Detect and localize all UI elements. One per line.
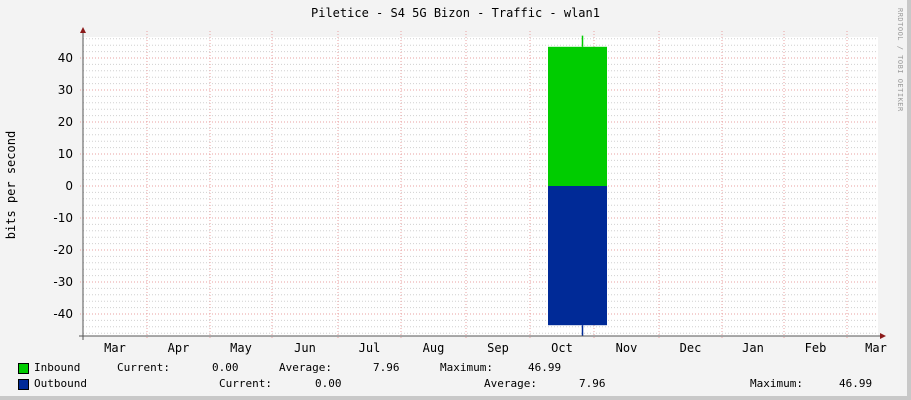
x-tick-label: Sep	[487, 341, 509, 355]
outbound-area	[548, 186, 607, 326]
x-tick-label: Mar	[865, 341, 887, 355]
inbound-current-value: 0.00	[212, 361, 239, 374]
x-tick-label: Nov	[616, 341, 638, 355]
inbound-swatch	[18, 363, 29, 374]
y-tick-label: 0	[65, 179, 73, 193]
y-tick-label: -30	[53, 275, 73, 289]
x-tick-label: Feb	[805, 341, 827, 355]
y-tick-label: 40	[58, 51, 73, 65]
y-axis-label-wrap: bits per second	[0, 110, 20, 260]
y-tick-label: 30	[58, 83, 73, 97]
inbound-maximum-label: Maximum:	[440, 361, 493, 374]
outbound-swatch	[18, 379, 29, 390]
x-axis-arrow-icon	[880, 333, 886, 339]
outbound-average-value: 7.96	[579, 377, 606, 390]
inbound-area	[548, 46, 607, 186]
x-tick-label: May	[230, 341, 252, 355]
y-axis-label: bits per second	[4, 130, 18, 240]
y-tick-label: -40	[53, 307, 73, 321]
chart-title: Piletice - S4 5G Bizon - Traffic - wlan1	[311, 6, 600, 20]
y-tick-label: -20	[53, 243, 73, 257]
outbound-name: Outbound	[34, 377, 87, 390]
inbound-current-label: Current:	[117, 361, 170, 374]
y-tick-label: -10	[53, 211, 73, 225]
x-tick-label: Aug	[423, 341, 445, 355]
x-tick-label: Dec	[680, 341, 702, 355]
inbound-name: Inbound	[34, 361, 81, 374]
x-tick-label: Jul	[359, 341, 381, 355]
outbound-maximum-value: 46.99	[839, 377, 873, 390]
x-tick-label: Oct	[551, 341, 573, 355]
inbound-maximum-value: 46.99	[528, 361, 562, 374]
rrdtool-watermark: RRDTOOL / TOBI OETIKER	[896, 8, 904, 112]
x-tick-label: Jun	[294, 341, 316, 355]
outbound-maximum-label: Maximum:	[750, 377, 803, 390]
x-tick-label: Apr	[168, 341, 190, 355]
inbound-average-label: Average:	[279, 361, 332, 374]
outbound-average-label: Average:	[484, 377, 537, 390]
x-tick-label: Mar	[104, 341, 126, 355]
y-tick-label: 20	[58, 115, 73, 129]
outbound-current-label: Current:	[219, 377, 272, 390]
x-tick-label: Jan	[742, 341, 764, 355]
inbound-average-value: 7.96	[373, 361, 400, 374]
y-axis-arrow-icon	[80, 27, 86, 33]
y-tick-label: 10	[58, 147, 73, 161]
outbound-current-value: 0.00	[315, 377, 342, 390]
